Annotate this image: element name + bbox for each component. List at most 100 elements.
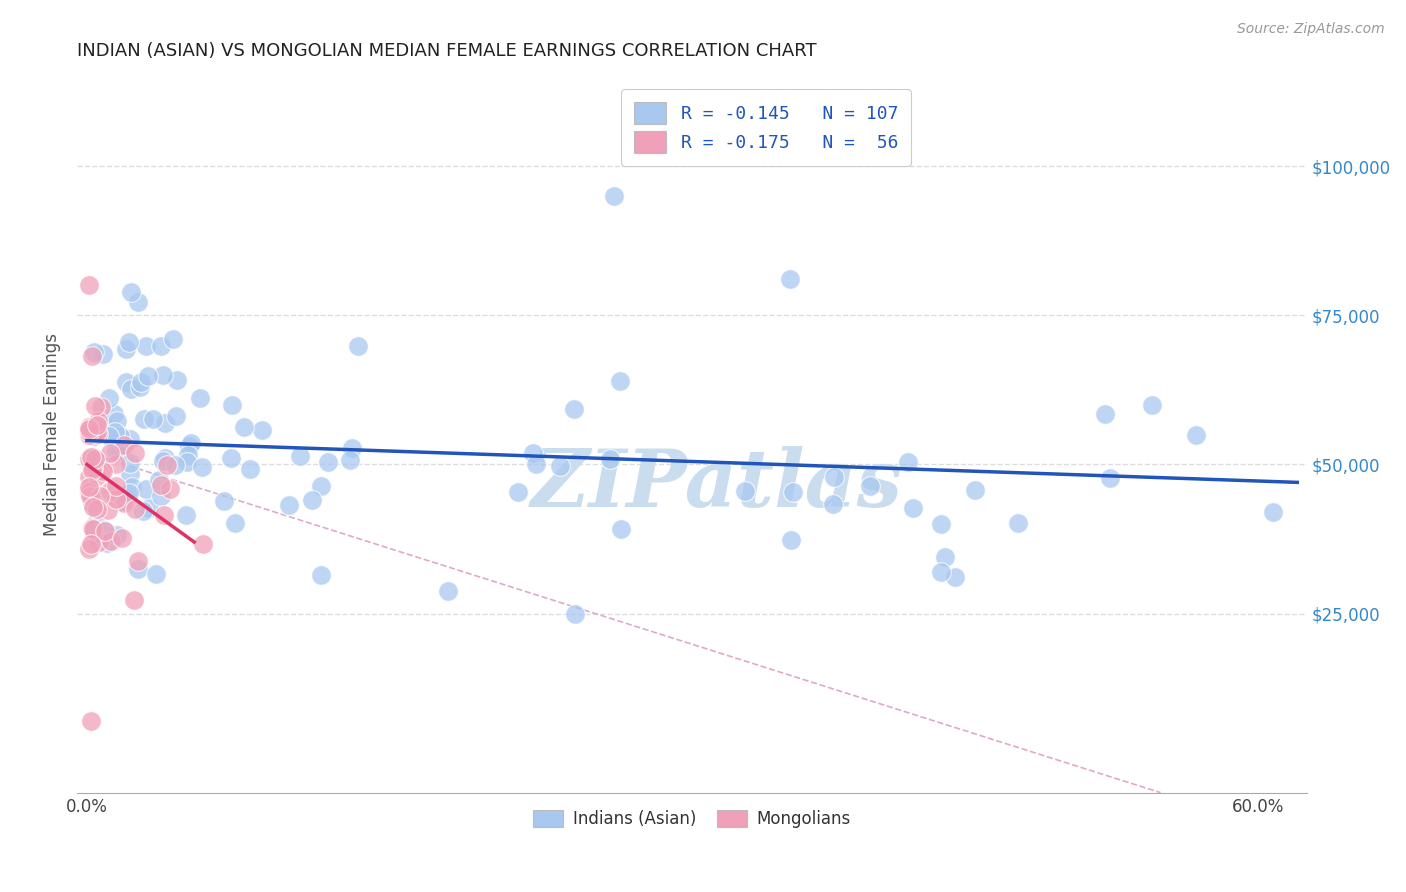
Point (80, 521, 103, 535)
Point (152, 368, 174, 382)
Point (221, 398, 243, 412)
Point (79, 489, 101, 503)
Legend: Indians (Asian), Mongolians: Indians (Asian), Mongolians (527, 803, 858, 834)
Point (83, 451, 105, 466)
Point (89, 534, 111, 549)
Point (339, 453, 361, 467)
Point (138, 501, 160, 516)
Point (526, 457, 548, 471)
Point (105, 457, 128, 471)
Point (1142, 398, 1164, 412)
Point (98, 391, 121, 405)
Point (522, 446, 544, 460)
Point (84, 451, 107, 466)
Point (734, 484, 756, 499)
Point (929, 565, 952, 579)
Point (90, 401, 112, 415)
Point (159, 482, 181, 496)
Point (111, 532, 134, 546)
Point (108, 429, 131, 443)
Point (290, 449, 312, 463)
Point (145, 566, 167, 581)
Point (115, 375, 138, 389)
Point (609, 374, 631, 388)
Point (436, 584, 458, 599)
Point (80, 450, 103, 464)
Point (80, 714, 103, 728)
Point (224, 516, 246, 530)
Point (340, 441, 363, 455)
Point (506, 485, 529, 500)
Point (122, 593, 145, 607)
Point (83, 527, 105, 541)
Point (105, 414, 128, 428)
Point (89, 489, 111, 503)
Point (965, 483, 987, 497)
Point (84, 399, 107, 413)
Point (77, 485, 100, 500)
Point (779, 533, 801, 547)
Point (548, 458, 571, 473)
Point (821, 498, 844, 512)
Point (77, 278, 100, 293)
Point (859, 479, 882, 493)
Point (86, 468, 108, 483)
Point (86, 516, 108, 531)
Point (193, 536, 215, 550)
Point (120, 382, 142, 396)
Point (120, 285, 142, 300)
Point (1007, 516, 1029, 530)
Point (90, 464, 112, 478)
Point (127, 295, 149, 310)
Point (112, 438, 135, 452)
Point (149, 489, 172, 503)
Point (191, 460, 214, 475)
Point (142, 412, 165, 426)
Point (929, 517, 952, 532)
Point (111, 493, 134, 508)
Point (105, 444, 128, 458)
Y-axis label: Median Female Earnings: Median Female Earnings (44, 333, 60, 536)
Point (1098, 471, 1121, 485)
Point (155, 416, 177, 430)
Point (83, 344, 105, 359)
Point (104, 479, 127, 493)
Point (124, 502, 146, 516)
Point (82, 500, 104, 514)
Point (82, 461, 104, 475)
Point (153, 508, 176, 523)
Point (82, 522, 104, 536)
Point (278, 498, 301, 512)
Point (93, 524, 115, 538)
Point (86, 425, 108, 439)
Point (96, 428, 118, 442)
Point (127, 562, 149, 576)
Point (98, 484, 121, 499)
Point (100, 534, 122, 549)
Point (943, 570, 966, 584)
Point (124, 446, 146, 460)
Point (129, 375, 152, 389)
Point (1094, 407, 1116, 421)
Point (118, 334, 141, 349)
Point (309, 479, 332, 493)
Point (104, 491, 127, 506)
Point (120, 457, 142, 471)
Point (118, 485, 141, 500)
Point (233, 420, 256, 434)
Point (934, 549, 956, 564)
Point (77, 422, 100, 436)
Point (77, 470, 100, 484)
Point (149, 338, 172, 352)
Point (82, 462, 104, 476)
Point (87, 465, 110, 479)
Point (97, 429, 120, 443)
Point (165, 409, 187, 423)
Point (80, 495, 103, 509)
Point (87, 426, 110, 441)
Point (316, 455, 339, 469)
Point (86, 418, 108, 433)
Point (562, 402, 585, 417)
Point (188, 391, 211, 405)
Point (77, 452, 100, 467)
